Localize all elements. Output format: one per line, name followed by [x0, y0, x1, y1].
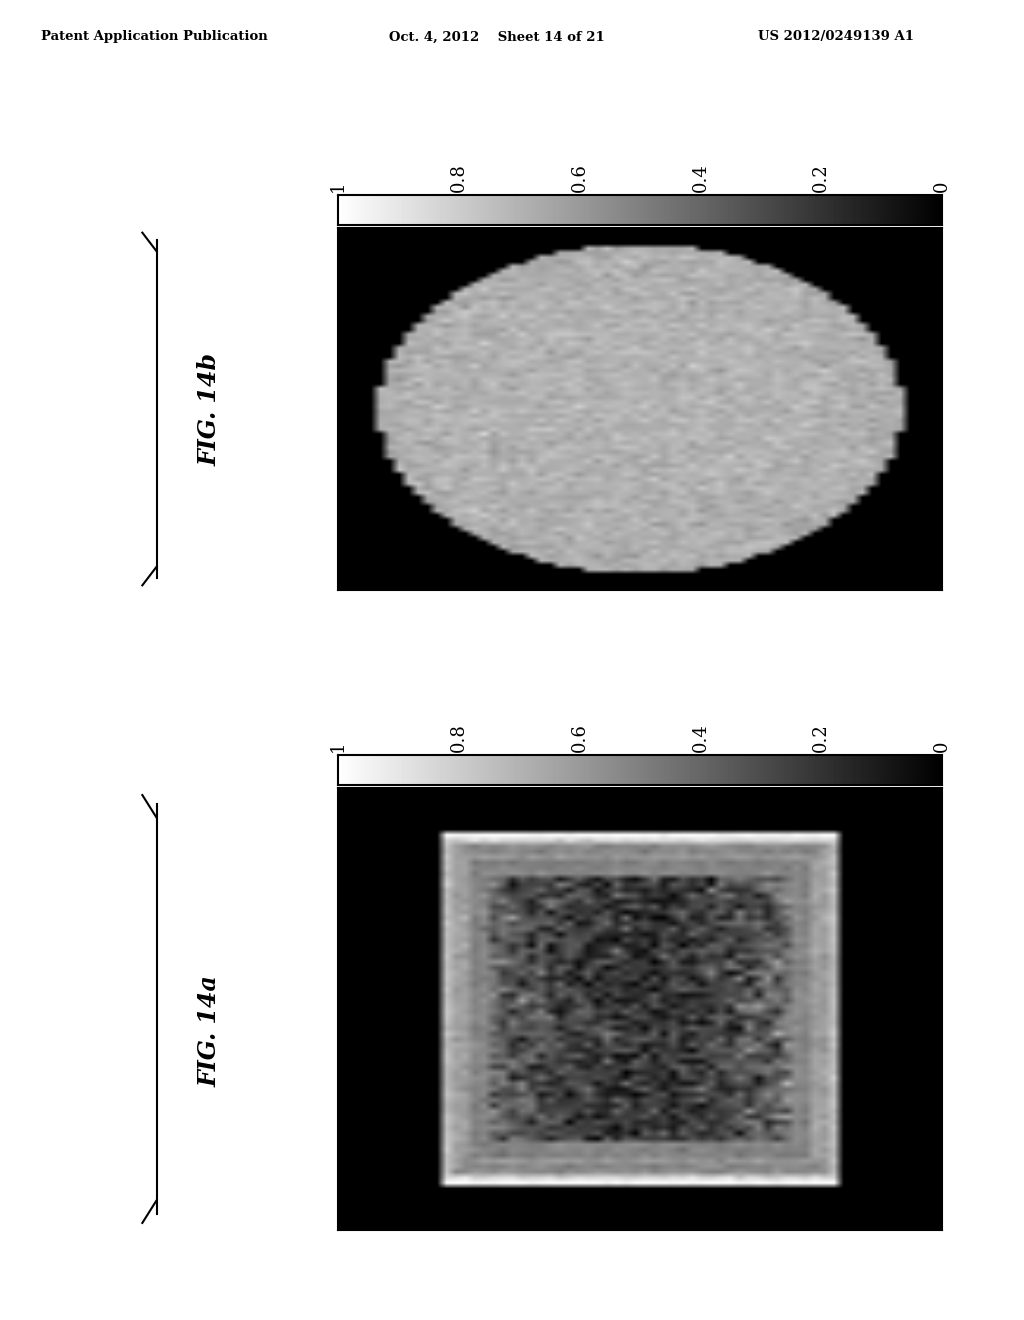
Text: US 2012/0249139 A1: US 2012/0249139 A1	[758, 30, 913, 44]
Text: 0.8: 0.8	[450, 723, 468, 752]
Text: 0.2: 0.2	[812, 164, 830, 193]
Text: 0: 0	[933, 741, 951, 752]
Text: FIG. 14a: FIG. 14a	[198, 975, 222, 1086]
Text: 0.6: 0.6	[570, 723, 589, 752]
Text: 0.8: 0.8	[450, 164, 468, 193]
Text: Patent Application Publication: Patent Application Publication	[41, 30, 267, 44]
Text: 0.4: 0.4	[691, 723, 710, 752]
Text: Oct. 4, 2012    Sheet 14 of 21: Oct. 4, 2012 Sheet 14 of 21	[389, 30, 605, 44]
Text: 0: 0	[933, 181, 951, 193]
Text: 0.6: 0.6	[570, 164, 589, 193]
Text: 1: 1	[329, 741, 347, 752]
Text: FIG. 14b: FIG. 14b	[198, 352, 222, 466]
Text: 0.2: 0.2	[812, 723, 830, 752]
Text: 1: 1	[329, 181, 347, 193]
Text: 0.4: 0.4	[691, 164, 710, 193]
